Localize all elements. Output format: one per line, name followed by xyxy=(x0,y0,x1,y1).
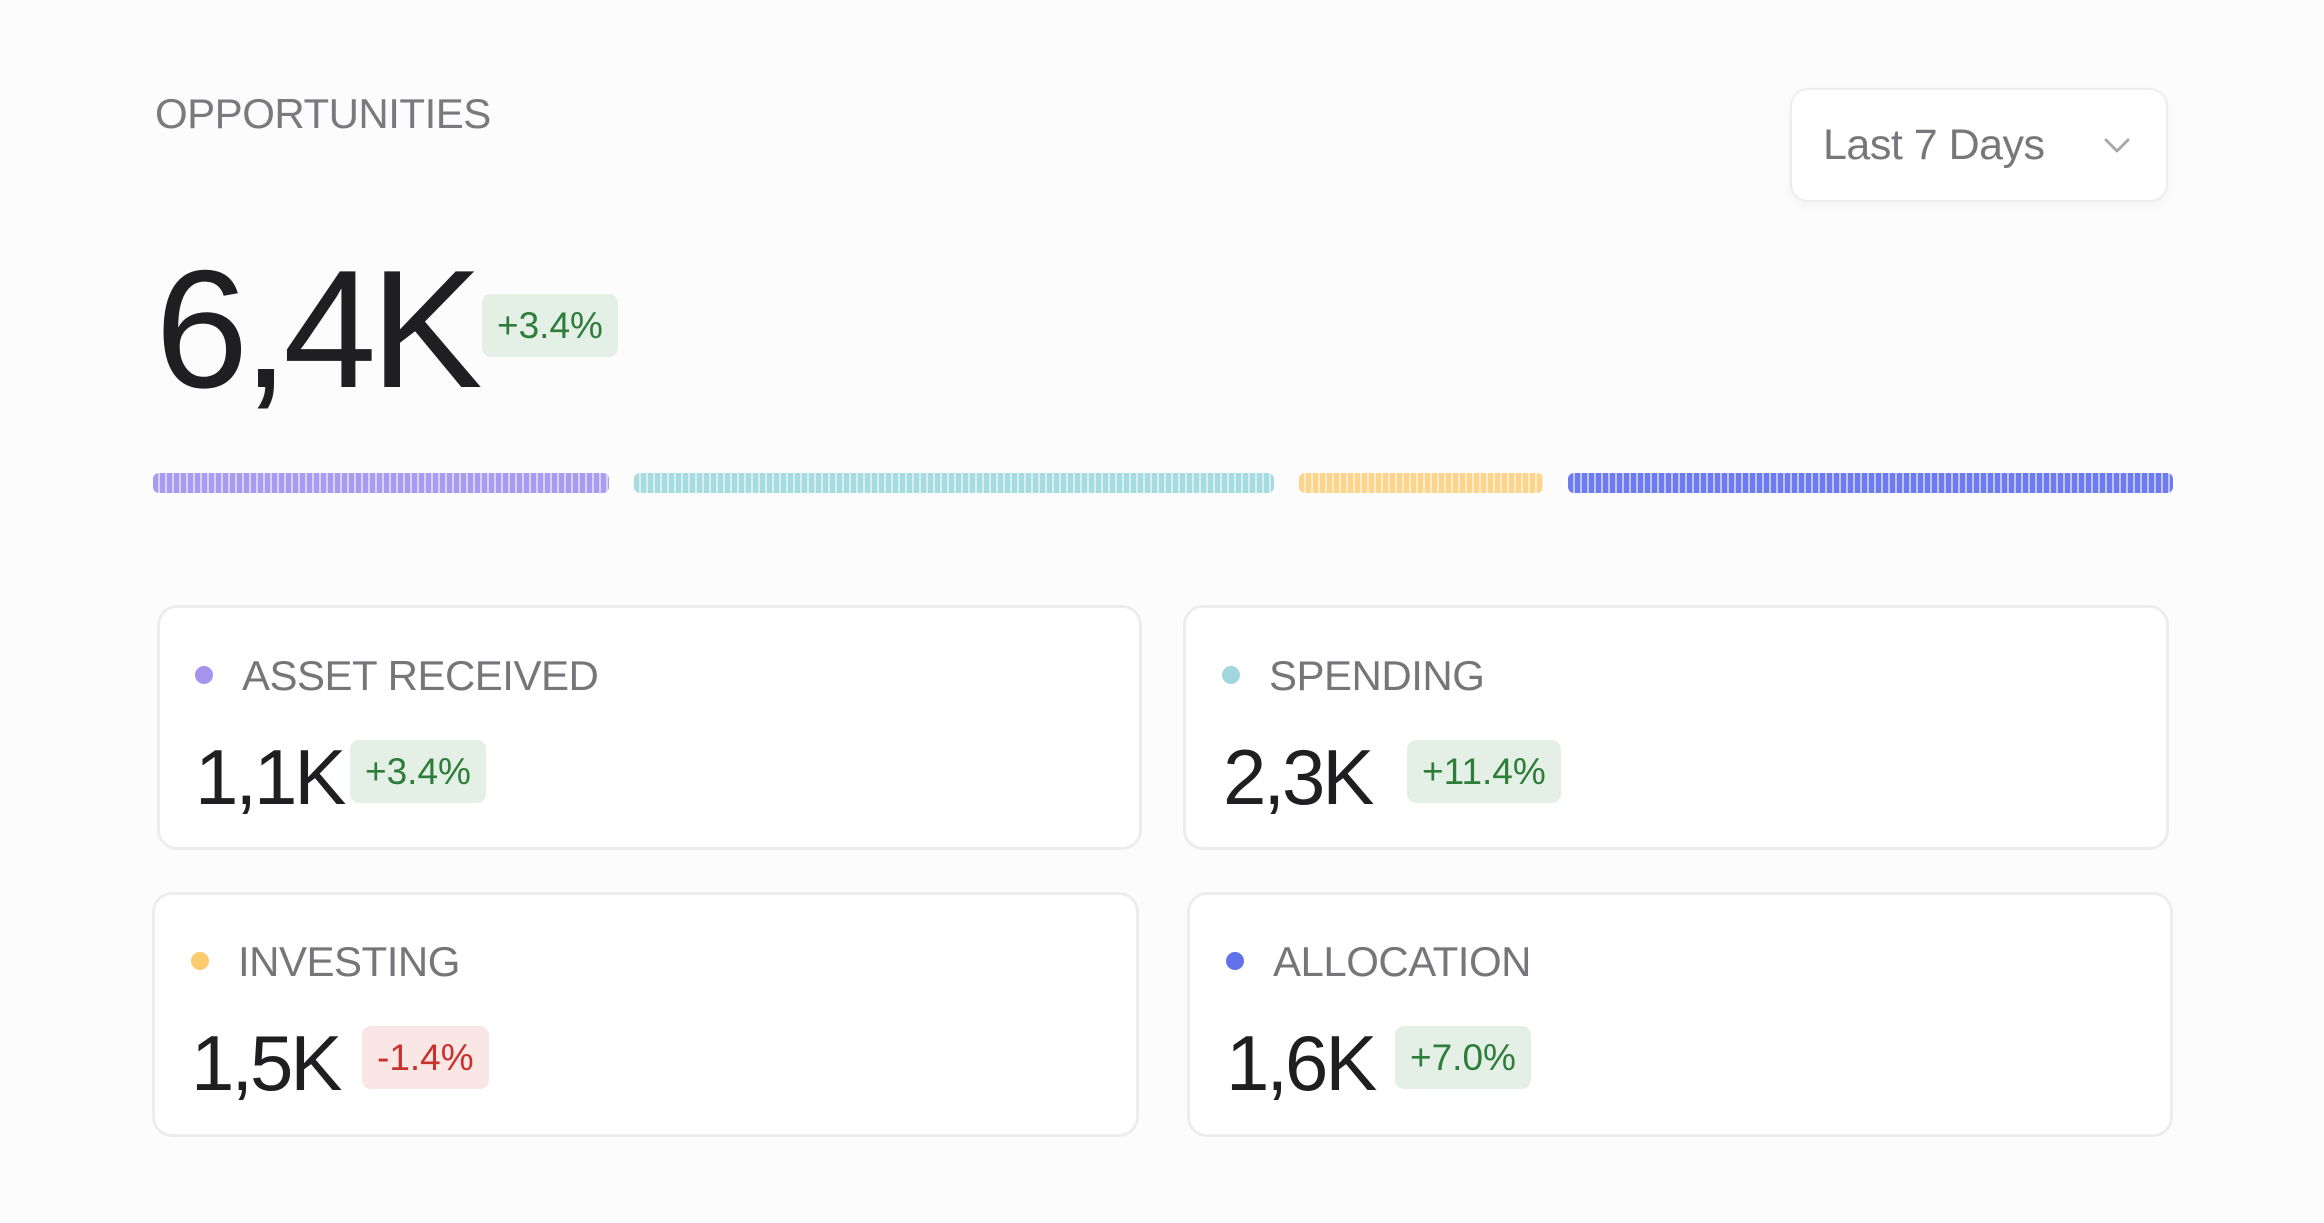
distribution-segment-asset-received xyxy=(153,473,609,493)
stat-card-investing: INVESTING 1,5K -1.4% xyxy=(152,892,1139,1137)
asset-received-dot-icon xyxy=(195,666,213,684)
card-value: 1,1K xyxy=(195,733,346,821)
allocation-dot-icon xyxy=(1226,952,1244,970)
card-value: 2,3K xyxy=(1223,733,1374,821)
date-range-label: Last 7 Days xyxy=(1823,120,2045,169)
stat-card-spending: SPENDING 2,3K +11.4% xyxy=(1183,605,2169,850)
chevron-down-icon xyxy=(2098,126,2136,164)
distribution-bar xyxy=(153,473,2173,493)
card-change-badge: -1.4% xyxy=(362,1026,489,1089)
investing-dot-icon xyxy=(191,952,209,970)
distribution-segment-allocation xyxy=(1568,473,2173,493)
section-title: OPPORTUNITIES xyxy=(155,90,491,137)
card-value: 1,5K xyxy=(191,1019,342,1107)
total-change-badge: +3.4% xyxy=(482,294,618,357)
distribution-segment-investing xyxy=(1299,473,1543,493)
spending-dot-icon xyxy=(1222,666,1240,684)
card-label: ALLOCATION xyxy=(1273,938,1531,985)
card-label: INVESTING xyxy=(238,938,460,985)
card-change-badge: +7.0% xyxy=(1395,1026,1531,1089)
stat-card-asset-received: ASSET RECEIVED 1,1K +3.4% xyxy=(157,605,1142,850)
total-value: 6,4K xyxy=(155,235,483,423)
date-range-dropdown[interactable]: Last 7 Days xyxy=(1790,88,2168,202)
card-label: SPENDING xyxy=(1269,652,1485,699)
card-change-badge: +11.4% xyxy=(1407,740,1561,803)
card-value: 1,6K xyxy=(1226,1019,1377,1107)
card-label: ASSET RECEIVED xyxy=(242,652,599,699)
card-change-badge: +3.4% xyxy=(350,740,486,803)
stat-card-allocation: ALLOCATION 1,6K +7.0% xyxy=(1187,892,2173,1137)
distribution-segment-spending xyxy=(634,473,1274,493)
